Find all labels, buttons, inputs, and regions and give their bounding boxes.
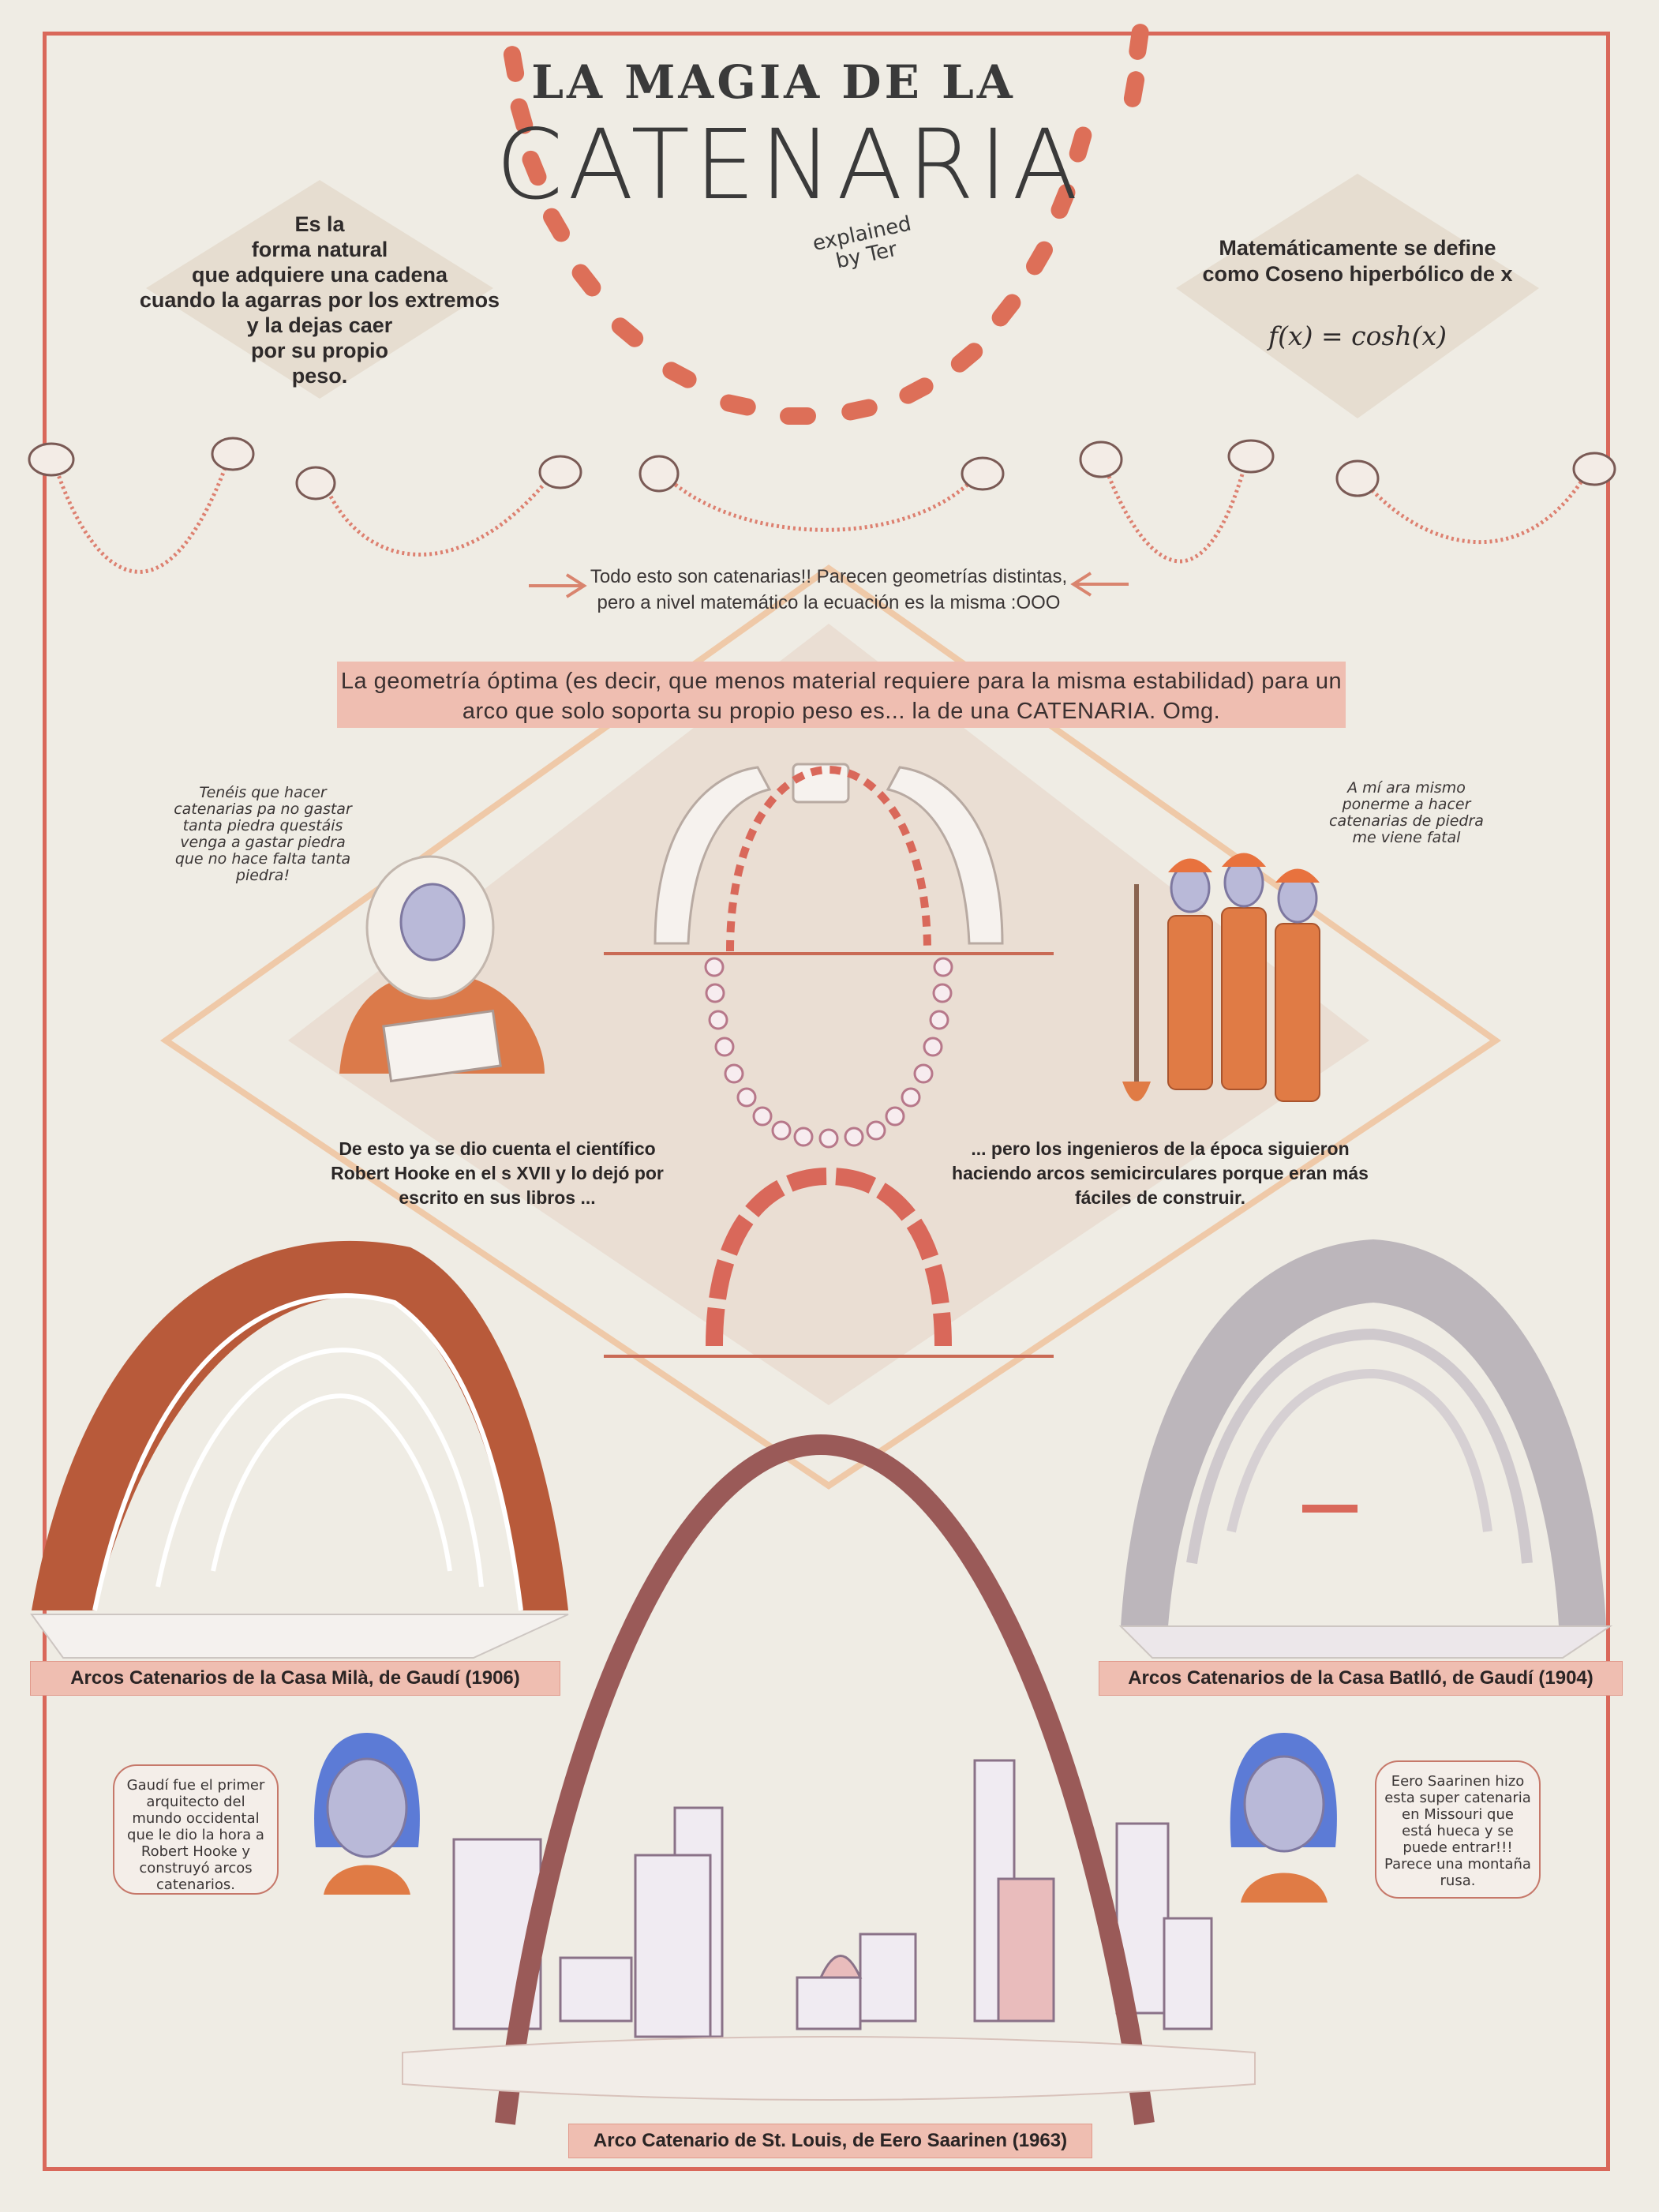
definition-left-line: cuando la agarras por los extremos [139, 288, 500, 312]
definition-left-line: que adquiere una cadena [191, 263, 448, 287]
hooke-speech: Tenéis que hacer catenarias pa no gastar… [174, 784, 352, 884]
definition-left-line: forma natural [251, 238, 388, 261]
workers-illustration [1122, 853, 1320, 1102]
hanging-chains [53, 457, 1589, 574]
casa-mila-label: Arcos Catenarios de la Casa Milà, de Gau… [30, 1661, 560, 1696]
optimal-geometry-banner: La geometría óptima (es decir, que menos… [337, 662, 1346, 728]
casa-batllo-arches [1118, 1239, 1613, 1659]
robert-hooke-illustration [339, 855, 545, 1083]
title-line-1: LA MAGIA DE LA [531, 55, 1016, 109]
definition-right-diamond [1176, 174, 1539, 418]
note-arrows [529, 572, 1129, 598]
casa-mila-arches [30, 1240, 569, 1659]
definition-left-diamond [146, 180, 493, 399]
cosh-formula: f(x) = cosh(x) [1268, 321, 1447, 351]
hooke-caption: De esto ya se dio cuenta el científico R… [331, 1138, 664, 1208]
chains-note: Todo esto son catenarias!! Parecen geome… [590, 566, 1068, 613]
definition-left: Es la forma natural que adquiere una cad… [138, 212, 501, 388]
definition-right: Matemáticamente se define como Coseno hi… [1202, 236, 1513, 286]
catenary-line [726, 765, 931, 952]
definition-left-line: Es la [294, 212, 345, 236]
title-line-2: CATENARIA [496, 109, 1083, 221]
definition-left-line: por su propio [251, 339, 388, 362]
inner-diamond [288, 624, 1369, 1405]
poster-frame [43, 32, 1610, 2171]
casa-batllo-label: Arcos Catenarios de la Casa Batlló, de G… [1099, 1661, 1623, 1696]
hand-sketches [28, 437, 1616, 501]
narrator-left-illustration [314, 1733, 420, 1895]
st-louis-label: Arco Catenario de St. Louis, de Eero Saa… [568, 2124, 1092, 2158]
park-ground [402, 2036, 1256, 2101]
workers-speech: A mí ara mismo ponerme a hacer catenaria… [1329, 779, 1484, 846]
bead-chain [704, 957, 953, 1149]
definition-left-line: peso. [291, 364, 348, 388]
engineers-caption: ... pero los ingenieros de la época sigu… [952, 1138, 1369, 1208]
definition-left-line: y la dejas caer [246, 313, 393, 337]
gateway-arch [495, 1434, 1155, 2125]
speech-bubble-saarinen: Eero Saarinen hizo esta super catenaria … [1375, 1760, 1541, 1899]
narrator-right-illustration [1230, 1733, 1337, 1903]
title-chain [503, 24, 1149, 425]
speech-bubble-gaudi: Gaudí fue el primer arquitecto del mundo… [113, 1764, 279, 1895]
